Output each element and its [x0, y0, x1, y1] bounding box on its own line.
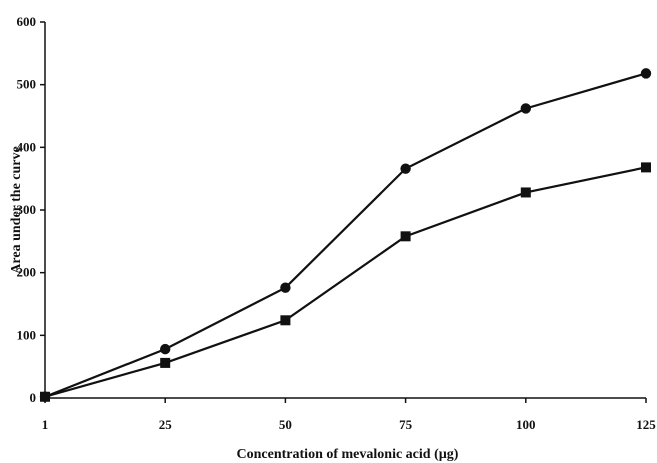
series-2-point-3 [400, 231, 411, 242]
series-1-line [44, 72, 647, 398]
y-tick-label-1: 100 [17, 327, 37, 342]
y-tick-label-5: 500 [17, 77, 37, 92]
axes [44, 22, 646, 399]
x-tick-label-2: 50 [279, 417, 292, 432]
series-1-point-2 [280, 282, 291, 293]
x-tick-label-1: 25 [159, 417, 173, 432]
series-2-point-0 [40, 391, 50, 402]
series-1-point-4 [520, 103, 531, 114]
x-tick-label-4: 100 [516, 417, 536, 432]
y-tick-label-4: 400 [17, 139, 37, 154]
series-2-line [44, 166, 647, 398]
series-1 [39, 68, 652, 402]
y-tick-label-2: 200 [17, 265, 37, 280]
series-layer [39, 68, 652, 402]
series-2-point-1 [160, 357, 171, 368]
x-axis-title: Concentration of mevalonic acid (µg) [237, 447, 459, 462]
series-2-point-5 [641, 162, 651, 173]
x-tick-label-0: 1 [42, 417, 49, 432]
y-tick-label-0: 0 [30, 390, 37, 405]
series-1-point-1 [160, 343, 171, 355]
x-tick-label-3: 75 [399, 417, 413, 432]
y-axis-title: Area under the curve [9, 146, 24, 273]
y-tick-label-3: 300 [17, 202, 37, 217]
series-2-point-4 [520, 187, 531, 198]
series-2-point-2 [280, 315, 291, 326]
y-tick-label-6: 600 [17, 14, 37, 29]
series-1-point-5 [640, 68, 652, 79]
series-2 [40, 162, 651, 402]
series-1-point-3 [400, 163, 411, 174]
x-tick-label-5: 125 [636, 417, 656, 432]
